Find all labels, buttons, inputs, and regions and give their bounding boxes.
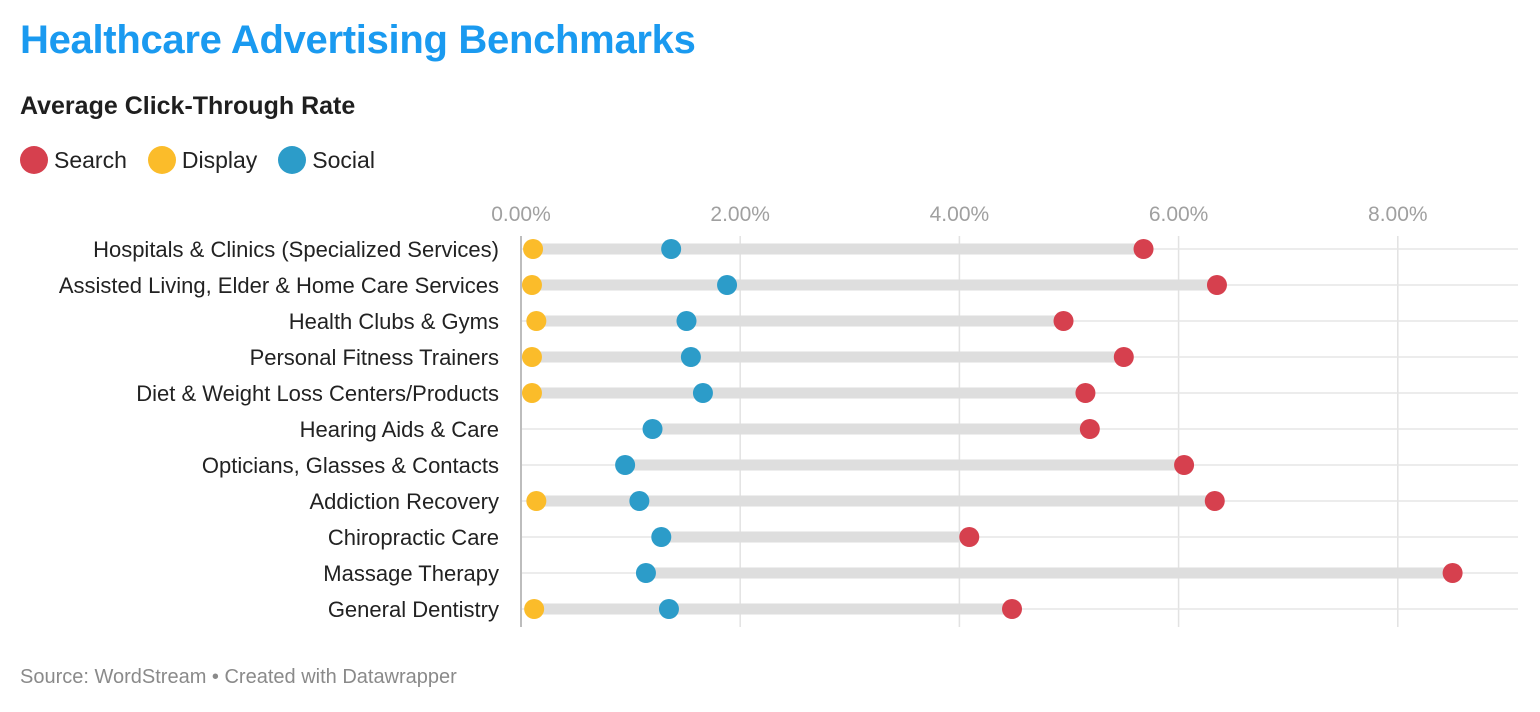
x-tick-label: 2.00% [710,203,770,226]
legend-item-search: Search [20,146,127,174]
display-point [521,383,542,403]
legend-label-display: Display [181,146,258,173]
legend-label-search: Search [54,146,127,173]
category-label: Assisted Living, Elder & Home Care Servi… [59,273,499,298]
search-point [1174,455,1195,475]
chart-title: Healthcare Advertising Benchmarks [20,18,696,62]
display-point [521,347,542,367]
social-legend-marker [278,146,307,174]
x-tick-label: 6.00% [1149,203,1209,226]
search-point [1075,383,1096,403]
chart-subtitle: Average Click-Through Rate [20,92,356,120]
social-point [717,275,738,295]
legend-item-display: Display [147,146,258,174]
search-point [1053,311,1074,331]
display-point [524,599,545,619]
social-point [629,491,650,511]
legend-item-social: Social [278,146,375,174]
x-tick-label: 0.00% [491,203,551,226]
search-point [1079,419,1100,439]
search-point [1113,347,1134,367]
social-point [635,563,656,583]
search-point [1133,239,1154,259]
social-point [680,347,701,367]
category-label: Hospitals & Clinics (Specialized Service… [93,237,499,262]
category-label: Personal Fitness Trainers [250,345,499,370]
source-note: Source: WordStream • Created with Datawr… [20,666,457,688]
search-point [1442,563,1463,583]
display-point [526,491,547,511]
x-tick-label: 8.00% [1368,203,1428,226]
search-point [1002,599,1023,619]
social-point [661,239,682,259]
social-point [642,419,663,439]
social-point [692,383,713,403]
search-legend-marker [20,146,48,174]
social-point [676,311,697,331]
legend-label-social: Social [312,146,375,173]
legend: Search Display Social [20,146,396,174]
display-legend-marker [147,146,176,174]
category-label: Diet & Weight Loss Centers/Products [136,381,499,406]
search-point [1204,491,1225,511]
category-label: General Dentistry [328,597,499,622]
social-point [615,455,636,475]
category-label: Chiropractic Care [328,525,499,550]
category-label: Opticians, Glasses & Contacts [202,453,499,478]
social-point [651,527,672,547]
dot-range-chart: 0.00% 2.00% 4.00% 6.00% 8.00% Hospitals & Cli… [59,203,1518,627]
category-label: Massage Therapy [323,561,499,586]
category-label: Health Clubs & Gyms [289,309,499,334]
social-point [658,599,679,619]
display-point [526,311,547,331]
display-point [523,239,544,259]
category-label: Addiction Recovery [309,489,499,514]
search-point [959,527,980,547]
display-point [521,275,542,295]
search-point [1206,275,1227,295]
x-tick-label: 4.00% [930,203,990,226]
category-label: Hearing Aids & Care [300,417,499,442]
